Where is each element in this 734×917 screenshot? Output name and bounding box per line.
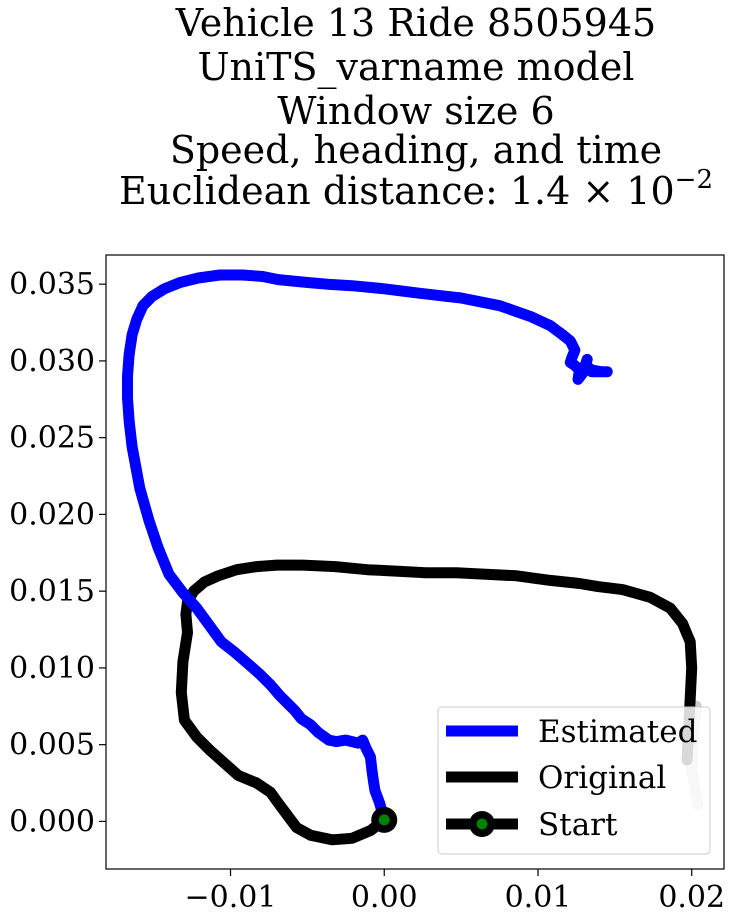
title-line-4: Speed, heading, and time bbox=[170, 128, 662, 172]
title-metric-exponent: −2 bbox=[675, 165, 713, 195]
y-tick-label: 0.025 bbox=[9, 421, 95, 456]
start-marker-dot bbox=[378, 814, 390, 826]
title-line-2: UniTS_varname model bbox=[198, 45, 635, 90]
original-trajectory-line bbox=[175, 559, 698, 846]
y-axis: 0.000 0.005 0.010 0.015 0.020 0.025 0.030 0.035 bbox=[9, 267, 106, 839]
legend: Estimated Original Start bbox=[437, 706, 711, 855]
y-tick-label: 0.000 bbox=[9, 804, 95, 839]
x-tick-label: 0.00 bbox=[351, 880, 418, 915]
legend-original-label: Original bbox=[538, 760, 666, 796]
y-tick-label: 0.015 bbox=[9, 574, 95, 609]
y-tick-label: 0.005 bbox=[9, 728, 95, 763]
legend-start-dot bbox=[476, 818, 488, 830]
y-tick-label: 0.010 bbox=[9, 651, 95, 686]
estimated-trajectory-line bbox=[122, 269, 613, 826]
title-line-1: Vehicle 13 Ride 8505945 bbox=[175, 1, 656, 45]
title-metric-times: × bbox=[570, 169, 626, 213]
y-tick-label: 0.020 bbox=[9, 497, 95, 532]
legend-start-label: Start bbox=[538, 807, 618, 843]
x-tick-label: −0.01 bbox=[185, 880, 277, 915]
y-tick-label: 0.035 bbox=[9, 267, 95, 302]
title-metric-base: 10 bbox=[626, 169, 674, 213]
title-metric-label: Euclidean distance: bbox=[119, 169, 510, 213]
title-metric-line: Euclidean distance: 1.4 × 10−2 bbox=[119, 165, 713, 213]
x-tick-label: 0.01 bbox=[505, 880, 572, 915]
legend-box bbox=[437, 706, 711, 855]
x-tick-label: 0.02 bbox=[658, 880, 725, 915]
x-axis: −0.01 0.00 0.01 0.02 bbox=[185, 869, 725, 915]
y-tick-label: 0.030 bbox=[9, 344, 95, 379]
title-line-3: Window size 6 bbox=[277, 89, 554, 133]
plot-area-frame bbox=[105, 254, 725, 870]
legend-estimated-label: Estimated bbox=[538, 714, 697, 750]
title-metric-mantissa: 1.4 bbox=[510, 169, 570, 213]
